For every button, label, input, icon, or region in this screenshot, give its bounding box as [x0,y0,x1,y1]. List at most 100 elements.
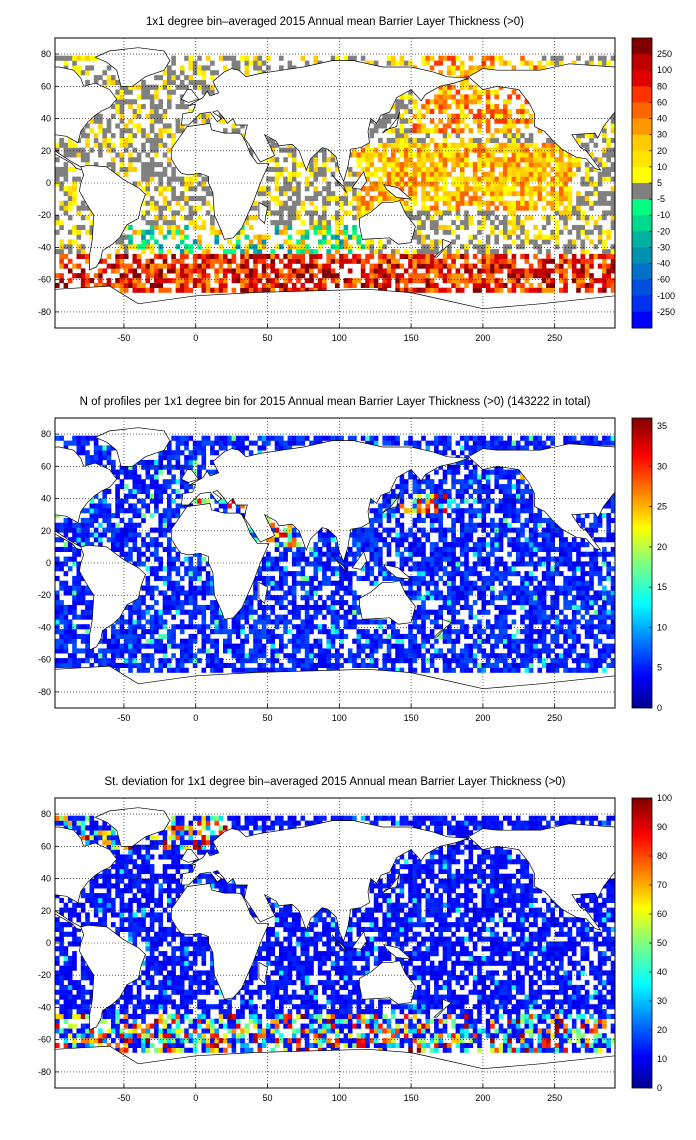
heatmap-layer [55,47,615,328]
heatmap-cell [515,191,521,197]
heatmap-cell [442,55,448,61]
heatmap-cell [347,200,353,206]
heatmap-cell [481,215,487,221]
heatmap-cell [158,142,163,148]
heatmap-cell [192,84,198,90]
heatmap-cell [503,667,508,673]
heatmap-cell [205,244,211,250]
heatmap-cell [369,157,375,163]
heatmap-cell [244,55,250,61]
heatmap-cell [154,556,159,562]
heatmap-cell [149,84,155,90]
heatmap-cell [347,561,353,567]
heatmap-cell [464,191,469,197]
heatmap-cell [296,648,301,654]
heatmap-cell [498,171,504,177]
heatmap-cell [421,263,426,269]
heatmap-cell [188,108,194,114]
heatmap-cell [528,142,534,148]
heatmap-cell [283,166,288,172]
heatmap-cell [291,604,297,610]
heatmap-cell [584,624,590,630]
heatmap-cell [373,551,379,557]
heatmap-cell [416,287,422,293]
heatmap-cell [227,258,232,264]
heatmap-cell [309,157,314,163]
heatmap-cell [162,253,168,259]
heatmap-cell [447,571,452,577]
heatmap-cell [477,287,482,293]
heatmap-cell [464,600,469,606]
heatmap-cell [490,210,495,216]
heatmap-cell [498,609,504,615]
heatmap-cell [266,186,271,192]
heatmap-cell [119,619,125,625]
heatmap-cell [546,200,551,206]
heatmap-cell [503,171,508,177]
colorbar-label: -40 [657,259,670,269]
heatmap-cell [67,629,73,635]
heatmap-cell [369,244,375,250]
heatmap-cell [511,65,517,71]
heatmap-cell [244,268,250,274]
heatmap-cell [141,600,146,606]
heatmap-cell [472,200,478,206]
heatmap-cell [291,171,297,177]
heatmap-cell [434,258,439,264]
heatmap-cell [335,566,340,572]
heatmap-cell [89,600,95,606]
heatmap-cell [369,239,375,245]
heatmap-cell [192,263,198,269]
heatmap-cell [408,181,413,187]
heatmap-cell [571,604,577,610]
heatmap-cell [408,89,413,95]
heatmap-cell [602,210,607,216]
heatmap-cell [76,590,82,596]
heatmap-cell [115,629,120,635]
heatmap-cell [610,205,615,211]
heatmap-cell [309,258,314,264]
heatmap-cell [192,278,198,284]
heatmap-cell [412,609,418,615]
heatmap-cell [339,629,344,635]
heatmap-cell [274,273,280,279]
heatmap-cell [477,123,482,129]
heatmap-cell [468,99,474,105]
heatmap-cell [115,643,120,649]
heatmap-cell [80,638,86,644]
heatmap-cell [171,186,176,192]
heatmap-cell [563,258,568,264]
heatmap-cell [123,263,129,269]
heatmap-cell [304,580,310,586]
heatmap-cell [395,638,400,644]
heatmap-cell [253,653,258,659]
heatmap-cell [63,580,69,586]
heatmap-cell [201,249,207,255]
heatmap-cell [171,253,176,259]
heatmap-cell [541,171,547,177]
heatmap-cell [179,287,185,293]
heatmap-cell [459,108,465,114]
heatmap-cell [395,282,400,288]
heatmap-cell [524,258,530,264]
heatmap-cell [395,108,400,114]
heatmap-cell [498,282,504,288]
heatmap-cell [537,157,543,163]
heatmap-cell [309,200,314,206]
heatmap-cell [240,229,245,235]
heatmap-cell [85,648,90,654]
heatmap-cell [171,580,176,586]
heatmap-cell [63,171,69,177]
heatmap-cell [589,595,594,601]
heatmap-cell [511,181,517,187]
heatmap-cell [412,273,418,279]
heatmap-cell [313,258,319,264]
heatmap-cell [175,128,181,134]
heatmap-cell [503,258,508,264]
heatmap-cell [339,662,344,668]
heatmap-cell [76,65,82,71]
heatmap-cell [188,181,194,187]
heatmap-cell [477,273,482,279]
heatmap-cell [382,186,387,192]
heatmap-cell [244,619,250,625]
